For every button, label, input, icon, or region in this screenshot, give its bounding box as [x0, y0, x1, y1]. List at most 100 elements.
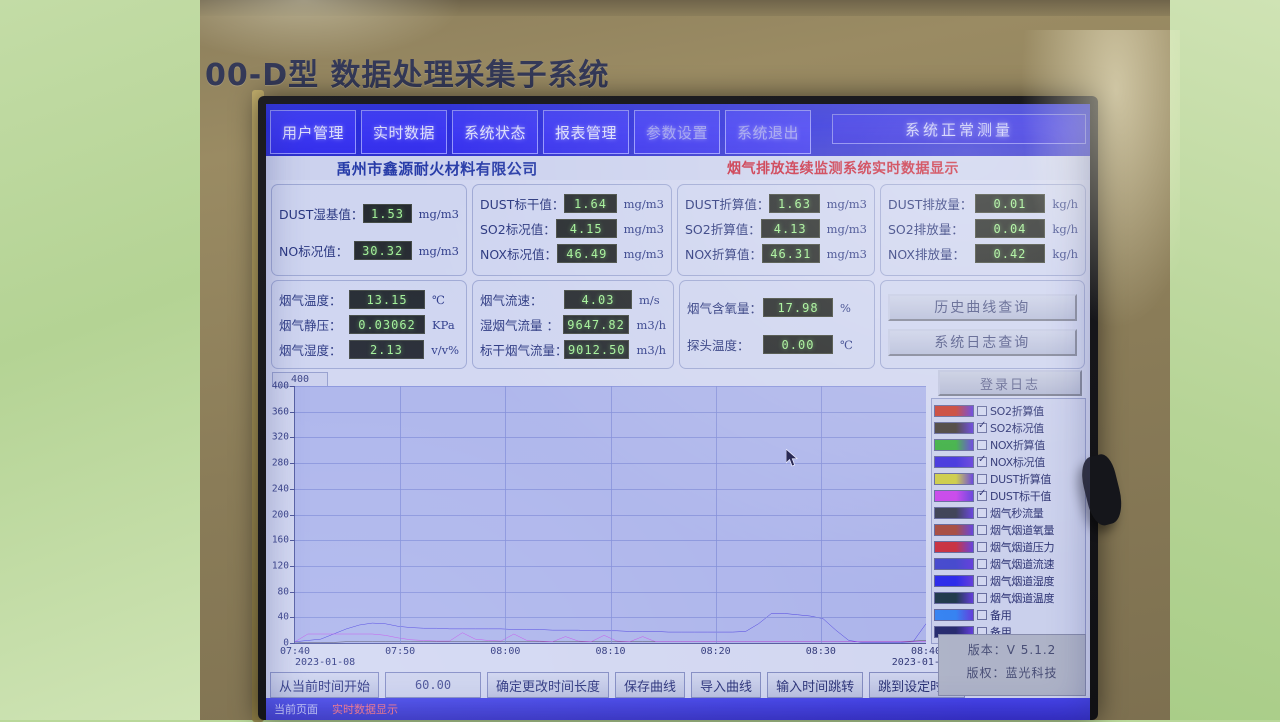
confirm-time-length-button[interactable]: 确定更改时间长度	[487, 672, 610, 698]
legend-color-swatch	[934, 472, 974, 485]
field-value: 13.15	[349, 290, 425, 309]
field-value: 9647.82	[562, 315, 630, 334]
field-label: DUST排放量：	[888, 197, 973, 212]
legend-checkbox[interactable]	[977, 541, 987, 552]
legend-checkbox[interactable]	[977, 558, 987, 569]
legend-checkbox[interactable]	[977, 575, 987, 586]
field-unit: m3/h	[636, 317, 666, 332]
title-row: 禹州市鑫源耐火材料有限公司 烟气排放连续监测系统实时数据显示	[266, 156, 1090, 180]
y-axis-tick-mark	[290, 411, 295, 413]
legend-checkbox[interactable]	[977, 488, 987, 501]
y-axis-tick-label: 360	[271, 406, 289, 418]
legend-item[interactable]: NOX折算值	[934, 436, 1083, 453]
legend-checkbox[interactable]	[977, 524, 987, 535]
legend-item[interactable]: DUST折算值	[934, 470, 1083, 487]
time-length-input[interactable]: 60.00	[385, 672, 482, 698]
legend-checkbox[interactable]	[977, 420, 987, 433]
version-text: 版本：V 5.1.2	[967, 643, 1057, 657]
legend-checkbox[interactable]	[977, 609, 987, 620]
field-unit: mg/m3	[623, 196, 664, 211]
field-label: 烟气湿度：	[279, 343, 342, 358]
grid-line-vertical	[715, 386, 717, 643]
status-banner: 系统正常测量	[832, 114, 1086, 144]
y-axis-tick-mark	[290, 514, 295, 516]
grid-line-vertical	[820, 386, 822, 643]
legend-checkbox[interactable]	[977, 507, 987, 518]
legend-item[interactable]: NOX标况值	[934, 453, 1083, 470]
company-name: 禹州市鑫源耐火材料有限公司	[336, 159, 538, 178]
legend-color-swatch	[934, 421, 974, 434]
legend-item[interactable]: 烟气烟道流速	[934, 555, 1083, 572]
legend-item[interactable]: 备用	[934, 606, 1083, 623]
series-legend[interactable]: SO2折算值 SO2标况值 NOX折算值 NOX标况值 DUST折算值 DUST标干值烟气…	[931, 398, 1086, 644]
legend-color-swatch	[934, 591, 974, 604]
login-log-button[interactable]: 登录日志	[938, 370, 1082, 396]
y-axis-tick-label: 120	[271, 560, 289, 572]
field-value: 1.63	[769, 194, 820, 213]
field-label: DUST标干值：	[480, 197, 565, 212]
tab-system-exit[interactable]: 系统退出	[725, 110, 811, 154]
legend-item[interactable]: 烟气烟道湿度	[934, 572, 1083, 589]
legend-checkbox[interactable]	[977, 454, 987, 467]
field-unit: kg/h	[1052, 246, 1078, 261]
y-axis-tick-mark	[290, 437, 295, 439]
x-axis-end-date: 2023-01-08	[891, 657, 952, 668]
hmi-screen: 用户管理 实时数据 系统状态 报表管理 参数设置 系统退出 系统正常测量 禹州市…	[266, 104, 1090, 720]
legend-color-swatch	[934, 523, 974, 536]
panel-flow: 烟气流速： 4.03 m/s 湿烟气流量 ： 9647.82 m3/h 标干烟气…	[472, 280, 674, 369]
legend-color-swatch	[934, 608, 974, 621]
legend-item[interactable]: 烟气烟道温度	[934, 589, 1083, 606]
field-value: 4.15	[555, 219, 617, 238]
field-value: 46.49	[556, 244, 617, 263]
tab-parameter-settings[interactable]: 参数设置	[634, 110, 720, 154]
save-curve-button[interactable]: 保存曲线	[615, 672, 686, 698]
legend-item[interactable]: DUST标干值	[934, 487, 1083, 504]
panel-query-buttons: 历史曲线查询 系统日志查询	[879, 280, 1085, 369]
data-panels-row-2: 烟气温度： 13.15 ℃ 烟气静压： 0.03062 KPa 烟气湿度： 2.…	[266, 276, 1090, 369]
legend-item[interactable]: SO2折算值	[934, 402, 1083, 419]
field-value: 4.03	[564, 290, 632, 309]
field-unit: KPa	[432, 317, 455, 332]
tab-bar: 用户管理 实时数据 系统状态 报表管理 参数设置 系统退出 系统正常测量	[266, 104, 1090, 156]
field-value: 2.13	[348, 340, 425, 359]
field-unit: mg/m3	[826, 196, 867, 211]
legend-checkbox[interactable]	[977, 473, 987, 484]
field-value: 9012.50	[564, 340, 630, 359]
legend-item[interactable]: 烟气烟道压力	[934, 538, 1083, 555]
y-axis-tick-mark	[290, 643, 295, 644]
field-label: DUST湿基值：	[279, 207, 364, 222]
legend-color-swatch	[934, 506, 974, 519]
field-unit: mg/m3	[826, 246, 867, 261]
legend-item[interactable]: 烟气秒流量	[934, 504, 1083, 521]
panel-oxygen: 烟气含氧量： 17.98 % 探头温度： 0.00 ℃	[679, 280, 875, 369]
tab-user-management[interactable]: 用户管理	[270, 110, 356, 154]
legend-item[interactable]: SO2标况值	[934, 419, 1083, 436]
history-curve-query-button[interactable]: 历史曲线查询	[887, 293, 1077, 321]
legend-label: 烟气烟道流速	[990, 557, 1055, 571]
import-curve-button[interactable]: 导入曲线	[691, 672, 762, 698]
legend-checkbox[interactable]	[977, 592, 987, 603]
field-unit: mg/m3	[826, 221, 867, 236]
panel-emission: DUST排放量： 0.01 kg/h SO2排放量： 0.04 kg/h NOX…	[880, 184, 1086, 276]
field-label: NOX排放量：	[888, 247, 965, 262]
tab-system-status[interactable]: 系统状态	[452, 110, 538, 154]
tab-realtime-data[interactable]: 实时数据	[361, 110, 447, 154]
legend-item[interactable]: 烟气烟道氧量	[934, 521, 1083, 538]
legend-checkbox[interactable]	[977, 439, 987, 450]
wall-right	[1170, 0, 1280, 720]
field-value: 0.04	[974, 219, 1046, 238]
field-unit: kg/h	[1052, 196, 1078, 211]
legend-label: 烟气烟道压力	[990, 540, 1055, 554]
system-log-query-button[interactable]: 系统日志查询	[887, 328, 1077, 356]
field-label: SO2排放量：	[888, 222, 964, 237]
field-label: SO2折算值：	[685, 222, 761, 237]
tab-report-management[interactable]: 报表管理	[543, 110, 629, 154]
y-axis-tick-mark	[290, 565, 295, 567]
panel-wet-basis: DUST湿基值： 1.53 mg/m3 NO标况值： 30.32 mg/m3	[271, 184, 467, 276]
field-unit: mg/m3	[418, 206, 459, 221]
legend-checkbox[interactable]	[977, 405, 987, 416]
start-from-now-button[interactable]: 从当前时间开始	[270, 672, 380, 698]
y-axis-tick-mark	[290, 591, 295, 593]
plot-area[interactable]: 0 40 80 120 160 200 240 280 320 360 400 07:40 07:50 0…	[272, 381, 952, 669]
input-time-jump-button[interactable]: 输入时间跳转	[767, 672, 864, 698]
